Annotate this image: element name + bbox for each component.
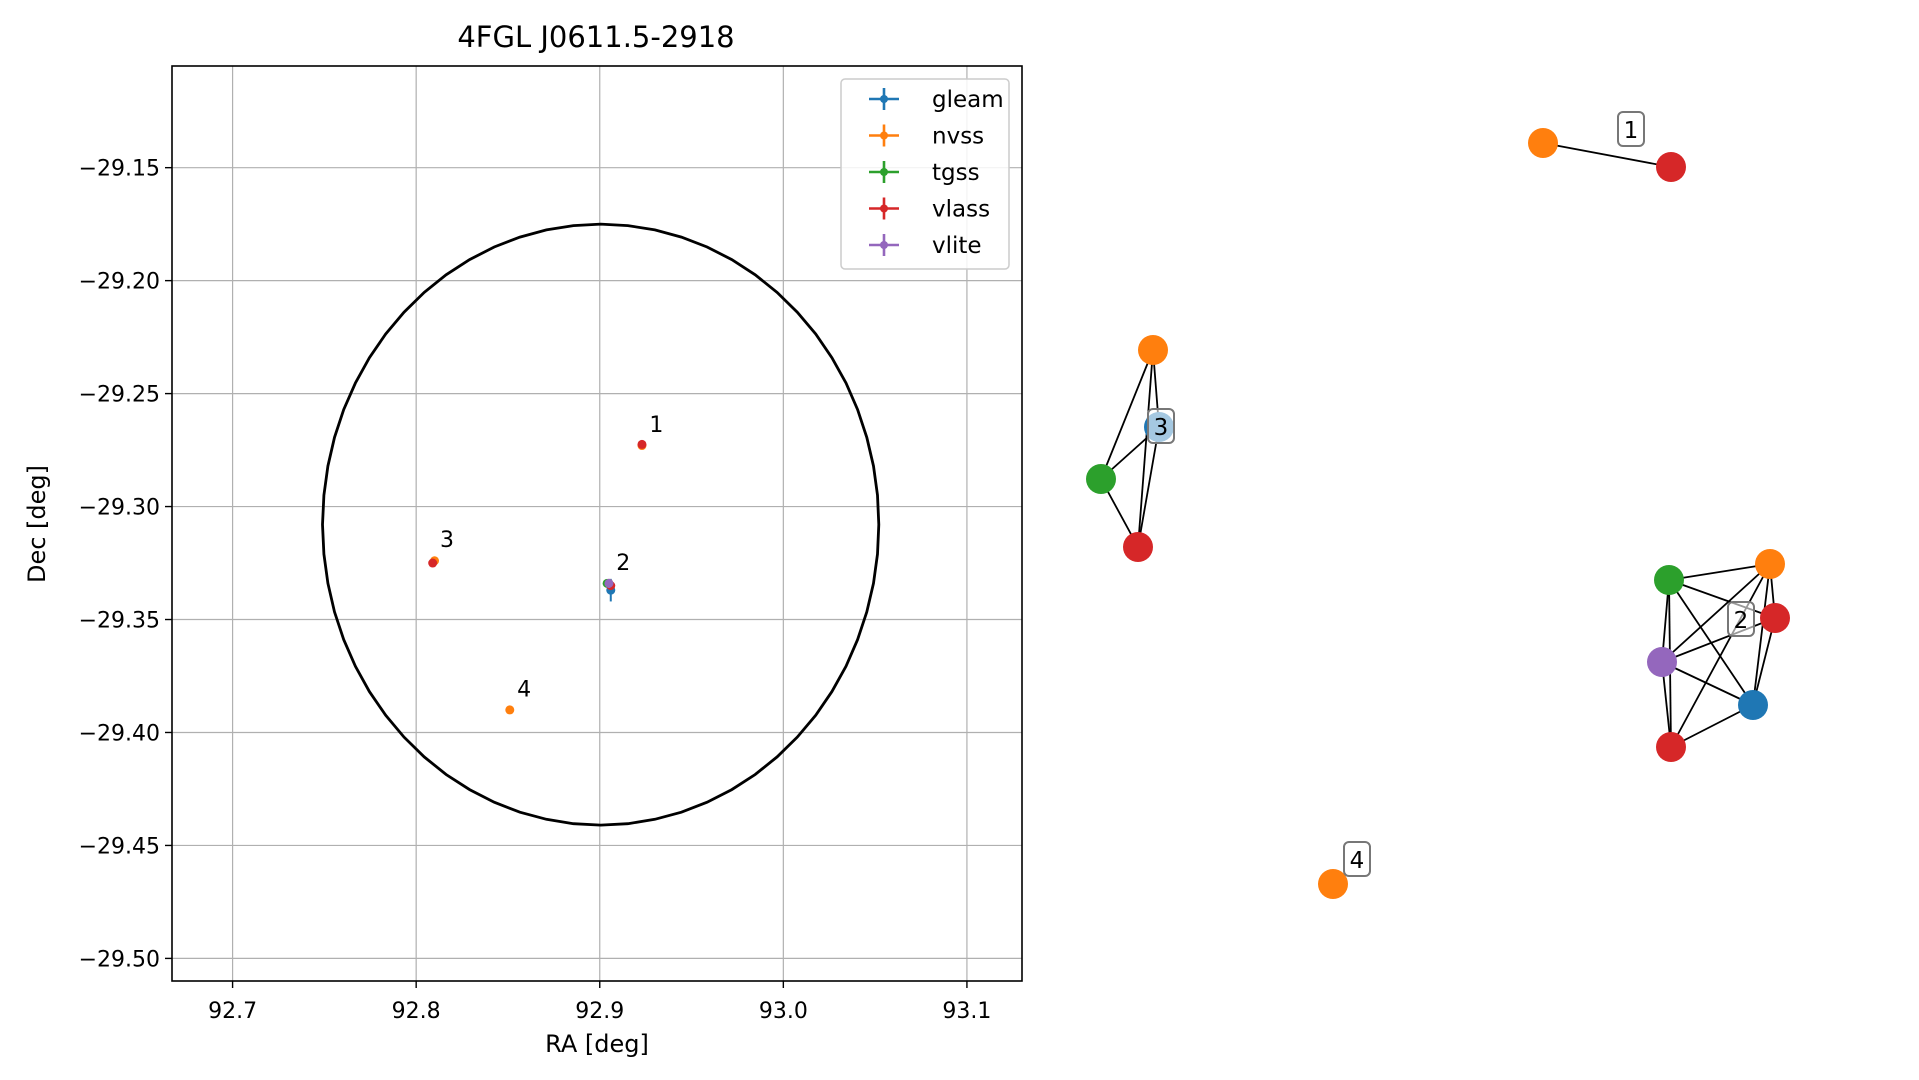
search-region-ellipse [321,222,881,827]
legend-entry-vlite: vlite [869,233,982,259]
chart-title: 4FGL J0611.5-2918 [457,20,734,54]
y-tick-label: −29.45 [79,834,160,859]
data-point-nvss [505,705,515,715]
data-point-vlite [604,578,614,588]
legend-label: gleam [932,87,1004,113]
group-label-box [1617,111,1645,147]
y-tick-label: −29.40 [79,721,160,746]
annotation-label: 2 [616,551,630,576]
point-annotations: 1 2 3 4 [440,413,663,702]
network-panel: 1 2 3 4 [1086,111,1790,899]
legend: gleam nvss tgss vlass vlite [840,78,1010,270]
x-tick-label: 92.7 [208,999,257,1024]
axis-ticks: 92.7 92.8 92.9 93.0 93.1 −29.15 −29.20 −29.25 −2… [79,157,992,1024]
annotation-label: 1 [649,413,663,438]
legend-swatch-marker [880,241,888,249]
legend-entry-vlass: vlass [869,197,990,223]
group-label-text: 3 [1154,415,1169,441]
axes-frame [171,65,1023,982]
group-label-1: 1 [1617,111,1645,147]
data-points [428,439,647,715]
y-tick-label: −29.30 [79,496,160,521]
legend-entry-nvss: nvss [869,124,984,150]
network-edge [1752,563,1771,706]
legend-swatch-marker [880,168,888,176]
point-marker [604,578,614,588]
point-marker [428,558,438,568]
network-node-nvss [1528,128,1558,158]
network-edge [1137,349,1154,548]
y-tick-label: −29.15 [79,157,160,182]
x-tick-label: 92.9 [575,999,624,1024]
annotation-label: 4 [517,677,531,702]
network-edge [1100,349,1154,480]
network-node-tgss [1086,464,1116,494]
network-edge [1137,426,1160,548]
network-edge [1542,142,1672,168]
point-marker [637,439,647,449]
network-node-vlass [1760,603,1790,633]
group-label-2: 2 [1727,601,1755,637]
network-node-vlass [1656,732,1686,762]
legend-entry-gleam: gleam [869,87,1004,113]
network-node-nvss [1138,335,1168,365]
network-node-gleam [1738,690,1768,720]
group-label-box [1147,408,1175,444]
legend-label: tgss [932,160,980,186]
y-tick-label: −29.35 [79,609,160,634]
legend-label: vlite [932,233,982,259]
network-node-vlass [1123,532,1153,562]
x-tick-label: 93.0 [759,999,808,1024]
legend-swatch-marker [880,204,888,213]
y-axis-label: Dec [deg] [23,465,51,583]
network-node-tgss [1654,565,1684,595]
network-node-nvss [1755,549,1785,579]
network-edge [1668,579,1776,619]
annotation-label: 3 [440,528,454,553]
group-label-3: 3 [1147,408,1175,444]
group-label-box [1343,841,1371,877]
network-group-labels: 1 2 3 4 [1147,111,1755,877]
network-node-nvss [1318,869,1348,899]
data-point-vlass [428,558,438,568]
group-label-text: 2 [1734,608,1749,634]
y-tick-label: −29.20 [79,270,160,295]
point-marker [505,705,515,715]
x-tick-label: 93.1 [942,999,991,1024]
legend-label: vlass [932,197,990,223]
x-tick-label: 92.8 [392,999,441,1024]
group-label-box [1727,601,1755,637]
network-edge [1668,563,1771,581]
legend-entry-tgss: tgss [869,160,980,186]
legend-swatch-marker [880,131,888,140]
legend-swatch-marker [880,95,888,103]
network-edge [1661,661,1754,706]
group-label-text: 4 [1350,848,1365,874]
group-label-text: 1 [1624,118,1639,144]
network-node-vlass [1656,152,1686,182]
legend-label: nvss [932,124,984,150]
group-label-4: 4 [1343,841,1371,877]
network-edge [1670,704,1754,748]
y-tick-label: −29.50 [79,947,160,972]
data-point-vlass [637,439,647,449]
network-edge [1670,563,1771,748]
network-node-vlite [1647,647,1677,677]
network-edge [1661,617,1776,663]
network-edge [1661,563,1771,663]
y-tick-label: −29.25 [79,383,160,408]
x-axis-label: RA [deg] [545,1030,649,1058]
